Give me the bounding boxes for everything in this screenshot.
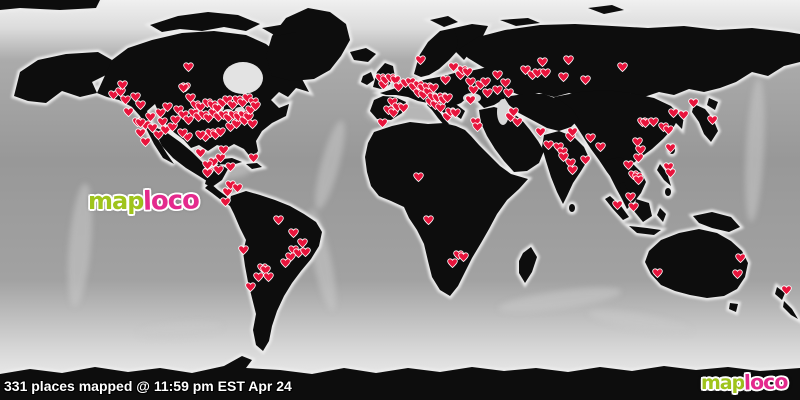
logo-text-loco: loco [743, 369, 788, 395]
logo-text-map: map [701, 372, 745, 394]
logo-text-loco: loco [142, 185, 200, 217]
maploco-logo-watermark: maploco [88, 185, 200, 217]
maploco-logo-link[interactable]: maploco [701, 369, 788, 395]
map-caption: 331 places mapped @ 11:59 pm EST Apr 24 [4, 378, 292, 394]
logo-text-map: map [88, 187, 144, 215]
